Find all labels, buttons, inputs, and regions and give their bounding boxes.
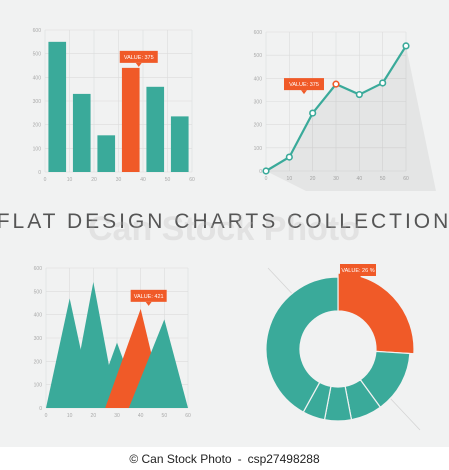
x-tick-label: 30 xyxy=(116,177,122,183)
x-tick-label: 10 xyxy=(287,176,293,182)
value-callout-box xyxy=(340,264,376,276)
x-tick-label: 60 xyxy=(189,177,195,183)
bar xyxy=(48,41,67,173)
y-tick-label: 0 xyxy=(259,169,262,175)
value-callout-box xyxy=(119,50,158,63)
donut-chart: VALUE: 26 % xyxy=(265,264,421,431)
x-tick-label: 40 xyxy=(138,413,144,419)
x-tick-label: 30 xyxy=(114,413,120,419)
y-tick-label: 300 xyxy=(33,99,42,105)
value-callout-pointer xyxy=(301,90,307,95)
y-tick-label: 400 xyxy=(34,313,43,319)
donut-segment xyxy=(337,272,415,355)
value-callout-pointer xyxy=(355,276,361,280)
y-tick-label: 500 xyxy=(33,52,42,58)
line-shadow xyxy=(266,45,436,192)
bar xyxy=(170,116,189,172)
value-callout-label: VALUE: 375 xyxy=(289,82,319,88)
x-tick-label: 30 xyxy=(333,176,339,182)
bar xyxy=(121,67,140,172)
x-tick-label: 10 xyxy=(67,177,73,183)
footer-bar: © Can Stock Photo - csp27498288 xyxy=(0,447,449,470)
x-tick-label: 20 xyxy=(310,176,316,182)
value-callout-label: VALUE: 26 % xyxy=(341,268,374,274)
y-tick-label: 600 xyxy=(33,28,42,34)
x-tick-label: 10 xyxy=(67,413,73,419)
value-callout-box xyxy=(284,78,324,91)
y-tick-label: 400 xyxy=(33,75,42,81)
area-chart: 0 100 200 300 400 500 600 0 10 20 30 40 50 60 VALUE: 4… xyxy=(34,266,191,419)
x-tick-label: 60 xyxy=(185,413,191,419)
y-tick-label: 300 xyxy=(34,336,43,342)
value-callout-pointer xyxy=(145,301,152,306)
value-callout-label: VALUE: 375 xyxy=(124,55,154,61)
heading: FLAT DESIGN CHARTS COLLECTION xyxy=(0,210,449,233)
value-callout-pointer xyxy=(135,62,142,67)
data-point xyxy=(309,109,317,117)
footer-separator: - xyxy=(237,451,242,466)
y-tick-label: 200 xyxy=(34,359,43,365)
value-callout-label: VALUE: 421 xyxy=(134,294,164,300)
y-tick-label: 200 xyxy=(254,123,263,129)
bar xyxy=(146,86,165,172)
watermark: Can Stock Photo xyxy=(88,210,360,248)
donut-hole xyxy=(301,312,375,386)
y-tick-label: 0 xyxy=(39,406,42,412)
y-tick-label: 300 xyxy=(254,100,263,106)
x-tick-label: 40 xyxy=(357,176,363,182)
data-point xyxy=(402,42,410,50)
bar xyxy=(72,93,91,172)
y-tick-label: 400 xyxy=(254,76,263,82)
data-point xyxy=(355,90,363,99)
data-point xyxy=(332,80,340,88)
line-chart: 0 100 200 300 400 500 600 0 10 20 30 40 50 60 VALUE: 3… xyxy=(254,30,436,192)
y-tick-label: 500 xyxy=(254,53,263,59)
x-tick-label: 50 xyxy=(162,413,168,419)
x-tick-label: 0 xyxy=(265,176,268,182)
donut-segment xyxy=(265,276,339,413)
image-id: csp27498288 xyxy=(247,451,320,466)
y-tick-label: 200 xyxy=(33,123,42,129)
x-tick-label: 60 xyxy=(403,176,409,182)
x-tick-label: 0 xyxy=(44,177,47,183)
data-point xyxy=(285,153,293,161)
x-tick-label: 40 xyxy=(140,177,146,183)
y-tick-label: 100 xyxy=(34,383,43,389)
x-tick-label: 20 xyxy=(91,177,97,183)
value-callout-box xyxy=(130,289,167,302)
y-tick-label: 100 xyxy=(33,146,42,152)
y-tick-label: 600 xyxy=(34,266,43,272)
area-peak xyxy=(128,319,188,408)
x-tick-label: 50 xyxy=(165,177,171,183)
data-point xyxy=(262,167,270,175)
copyright-text: © Can Stock Photo xyxy=(129,451,232,466)
bar-chart: 0 100 200 300 400 500 600 0 10 20 30 40 50 60 VALUE: 3… xyxy=(33,28,195,183)
bar xyxy=(97,135,116,172)
x-tick-label: 50 xyxy=(380,176,386,182)
y-tick-label: 500 xyxy=(34,289,43,295)
y-tick-label: 0 xyxy=(38,170,41,176)
y-tick-label: 600 xyxy=(254,30,263,36)
x-tick-label: 20 xyxy=(91,413,97,419)
x-tick-label: 0 xyxy=(45,413,48,419)
data-point xyxy=(379,79,387,87)
y-tick-label: 100 xyxy=(254,146,263,152)
